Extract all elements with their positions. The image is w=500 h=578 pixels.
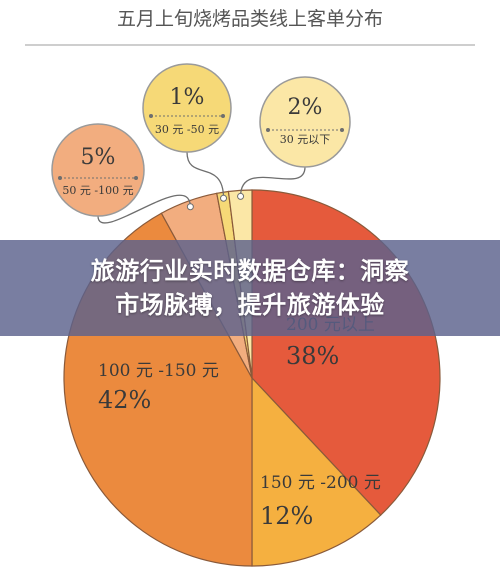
slice-label-150-200: 150 元 -200 元	[260, 473, 381, 493]
callout-divider-dot	[134, 176, 138, 180]
chart-title: 五月上旬烧烤品类线上客单分布	[117, 8, 383, 30]
slice-value-150-200: 12%	[260, 502, 313, 530]
callout-divider-dot	[221, 114, 225, 118]
callout-bubble-30	[259, 76, 351, 168]
pie-slice-150-200	[251, 376, 382, 567]
callout-line-30	[239, 166, 306, 197]
slice-label-100-150: 100 元 -150 元	[98, 361, 219, 381]
callout-dot-30-50	[220, 194, 228, 202]
callout-divider-dot	[266, 128, 270, 132]
callout-divider-dot	[58, 176, 62, 180]
slice-value-30: 2%	[288, 95, 323, 120]
callout-divider-dot	[340, 128, 344, 132]
slice-value-30-50: 1%	[170, 85, 205, 110]
banner-line-1: 旅游行业实时数据仓库：洞察	[90, 257, 410, 285]
banner-line-2: 市场脉搏，提升旅游体验	[115, 291, 385, 319]
slice-value-200: 38%	[286, 342, 339, 370]
callout-bubble-50-100	[51, 123, 145, 217]
slice-value-50-100: 5%	[81, 145, 116, 170]
callout-dot-50-100	[186, 203, 194, 211]
slice-label-50-100: 50 元 -100 元	[62, 184, 133, 197]
slice-value-100-150: 42%	[98, 386, 151, 414]
callout-dot-30	[237, 192, 245, 200]
callout-bubble-30-50	[142, 63, 232, 153]
callout-line-50-100	[97, 194, 191, 224]
slice-label-30-50: 30 元 -50 元	[155, 123, 219, 136]
callout-line-30-50	[186, 151, 225, 199]
overlay-banner: 旅游行业实时数据仓库：洞察 市场脉搏，提升旅游体验	[0, 240, 500, 336]
slice-label-30: 30 元以下	[280, 133, 331, 146]
callout-divider-dot	[149, 114, 153, 118]
